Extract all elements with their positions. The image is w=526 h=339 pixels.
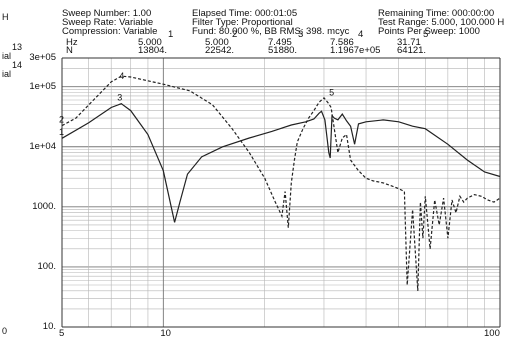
marker-n: 13804. [138,45,168,56]
marker-row-label-hz: Hz [66,37,78,48]
filter-type-text: Filter Type: Proportional [192,17,293,28]
marker-id: 3 [298,29,304,40]
marker-id: 5 [423,29,429,40]
edge-bottom-0: 0 [2,326,8,336]
compression-text: Compression: Variable [62,26,158,37]
marker-id: 2 [232,29,238,40]
y-tick-label: 100. [37,260,57,272]
marker-id: 4 [358,29,364,40]
y-tick-label: 1000. [32,200,56,212]
x-tick-label: 100 [484,328,500,339]
series-line-solid [61,103,501,223]
marker-hz: 7.586 [330,37,354,48]
marker-hz: 5.000 [205,37,229,48]
marker-n: 22542. [205,45,235,56]
point-label: 1 [59,127,64,137]
y-tick-label: 1e+04 [29,140,56,152]
y-tick-label: 3e+05 [29,52,56,63]
marker-row-label-n: N [66,45,73,56]
point-label: 2 [59,115,64,125]
y-tick-label: 1e+05 [29,80,56,92]
edge-letter: H [2,12,9,22]
test-range-text: Test Range: 5.000, 100.000 H [378,17,505,28]
point-labels: 1 2 3 4 5 [59,71,334,137]
sweep-rate-text: Sweep Rate: Variable [62,17,154,28]
remaining-time-text: Remaining Time: 000:00:00 [378,8,495,19]
marker-hz: 31.71 [397,37,421,48]
point-label: 3 [117,93,122,103]
fund-text: Fund: 80.000 %, BB RMS: 398. mcyc [192,26,350,37]
grid [61,57,501,328]
y-tick-label: 10. [42,321,56,332]
point-label: 5 [329,87,334,97]
marker-hz: 5.000 [138,37,162,48]
edge-label-2: ial [2,69,12,79]
x-tick-label: 5 [59,328,65,339]
marker-id: 1 [168,29,174,40]
points-per-sweep-text: Points Per Sweep: 1000 [378,26,480,37]
series-line-dashed [61,75,501,291]
series-group [61,75,501,291]
edge-number-13: 13 [12,42,23,52]
x-tick-label: 10 [160,328,171,339]
marker-n: 51880. [268,45,298,56]
edge-label-1: ial [2,51,12,61]
sweep-number-text: Sweep Number: 1.00 [62,8,152,19]
marker-hz: 7.495 [268,37,292,48]
elapsed-time-text: Elapsed Time: 000:01:05 [192,8,298,19]
edge-number-14: 14 [12,60,23,70]
point-label: 4 [119,71,124,81]
marker-n: 1.1967e+05 [330,45,381,56]
marker-n: 64121. [397,45,427,56]
